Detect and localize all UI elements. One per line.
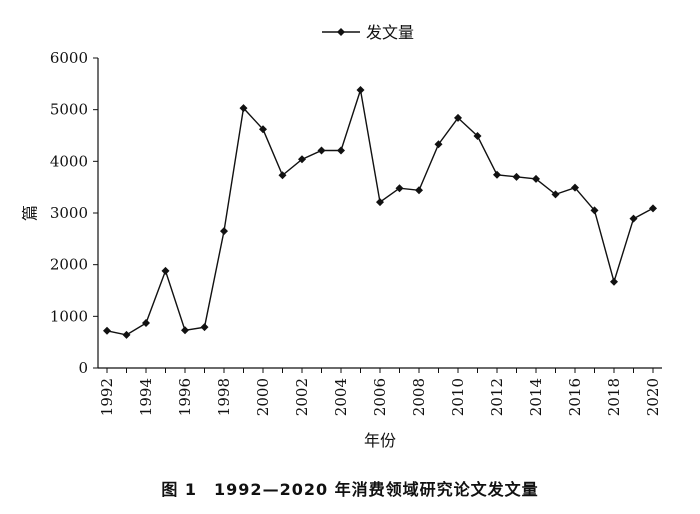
data-point-marker — [590, 206, 599, 215]
y-axis-label: 篇 — [21, 205, 40, 221]
data-point-marker — [610, 277, 618, 286]
axes: 0 1000 2000 3000 4000 5000 6000 1992 1994 1996 199… — [50, 49, 662, 416]
x-tick-label: 2008 — [410, 378, 428, 416]
data-point-marker — [220, 227, 228, 236]
series-line — [106, 89, 654, 336]
data-point-marker — [200, 323, 209, 332]
x-tick-label: 2006 — [371, 378, 389, 416]
x-tick-label: 1994 — [137, 378, 155, 416]
data-point-marker — [395, 184, 404, 193]
y-tick-label: 5000 — [50, 101, 88, 119]
data-point-marker — [122, 330, 131, 339]
data-point-marker — [415, 186, 423, 195]
y-tick-label: 4000 — [50, 152, 88, 170]
x-tick-label: 2000 — [254, 378, 272, 416]
series-layer — [103, 86, 657, 339]
data-point-marker — [259, 125, 267, 134]
figure-caption: 图 1 1992—2020 年消费领域研究论文发文量 — [161, 480, 539, 499]
y-tick-label: 6000 — [50, 49, 88, 67]
x-tick-label: 2014 — [527, 378, 545, 416]
legend-marker — [337, 28, 345, 36]
data-point-marker — [298, 155, 306, 164]
x-tick-label: 1996 — [176, 378, 194, 416]
x-tick-label: 2016 — [566, 378, 584, 416]
data-point-marker — [356, 86, 365, 95]
data-point-marker — [551, 190, 560, 199]
data-point-marker — [532, 174, 540, 183]
data-point-marker — [571, 183, 579, 192]
x-tick-label: 2002 — [293, 378, 311, 416]
y-tick-label: 1000 — [50, 307, 88, 325]
data-point-marker — [512, 172, 521, 181]
x-tick-label: 2004 — [332, 378, 350, 416]
x-tick-label: 2020 — [644, 378, 662, 416]
y-tick-label: 0 — [78, 359, 88, 377]
legend: 发文量 — [322, 23, 414, 42]
legend-label: 发文量 — [366, 23, 414, 42]
y-tick-label: 3000 — [50, 204, 88, 222]
x-tick-label: 2018 — [605, 378, 623, 416]
data-point-marker — [649, 204, 657, 213]
data-point-marker — [161, 266, 170, 275]
data-point-marker — [454, 113, 462, 122]
data-point-marker — [239, 104, 248, 113]
data-point-marker — [103, 326, 111, 335]
data-point-marker — [337, 146, 345, 155]
data-point-marker — [278, 171, 287, 180]
data-point-marker — [317, 146, 326, 155]
data-point-marker — [181, 326, 189, 335]
x-tick-label: 1992 — [98, 378, 116, 416]
y-tick-label: 2000 — [50, 256, 88, 274]
data-point-marker — [473, 132, 482, 141]
data-point-marker — [376, 198, 384, 207]
x-tick-label: 1998 — [215, 378, 233, 416]
data-point-marker — [493, 170, 501, 179]
data-point-marker — [629, 214, 638, 223]
x-tick-label: 2010 — [449, 378, 467, 416]
data-point-marker — [434, 140, 443, 149]
data-point-marker — [142, 319, 150, 328]
x-tick-label: 2012 — [488, 378, 506, 416]
x-axis-label: 年份 — [364, 431, 396, 450]
